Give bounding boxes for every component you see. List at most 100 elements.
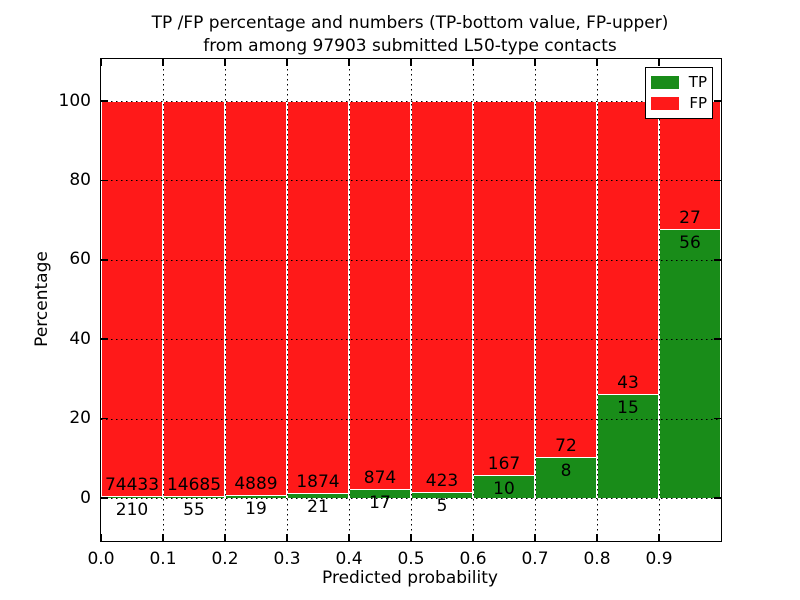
x-tick	[472, 59, 474, 66]
y-tick	[101, 259, 108, 261]
tp-count-label: 8	[560, 461, 572, 482]
bar-fp-segment	[163, 101, 225, 497]
x-gridline	[162, 59, 164, 541]
x-tick	[100, 534, 102, 541]
bar-fp-segment	[287, 101, 349, 494]
x-gridline	[658, 59, 660, 541]
fp-count-label: 874	[363, 468, 397, 489]
y-gridline	[101, 339, 721, 341]
tp-count-label: 55	[183, 499, 205, 520]
x-tick-label: 0.1	[149, 549, 177, 569]
x-tick-label: 0.2	[211, 549, 239, 569]
x-gridline	[596, 59, 598, 541]
legend-item-fp: FP	[651, 93, 707, 114]
fp-count-label: 74433	[104, 474, 160, 495]
x-gridline	[286, 59, 288, 541]
y-tick-label: 20	[69, 408, 91, 429]
y-tick	[714, 497, 721, 499]
plot-area: 74433 210 14685 55 4889 19 1874 21 874 17 423 5 167 1…	[59, 58, 722, 569]
x-tick-label: 0.7	[521, 549, 549, 569]
x-tick-label: 0.6	[459, 549, 487, 569]
chart-title-line2: from among 97903 submitted L50-type cont…	[203, 36, 617, 56]
bar-tp-segment	[535, 458, 597, 498]
x-tick	[348, 59, 350, 66]
fp-count-label: 423	[425, 471, 459, 492]
x-tick	[286, 59, 288, 66]
x-tick	[472, 534, 474, 541]
x-gridline	[534, 59, 536, 541]
bar-fp-segment	[225, 101, 287, 497]
x-axis-label: Predicted probability	[322, 568, 498, 588]
y-tick	[714, 179, 721, 182]
tp-legend-label: TP	[688, 73, 707, 91]
y-tick-label: 100	[58, 90, 91, 111]
x-tick-label: 0.9	[645, 549, 673, 569]
y-tick	[714, 417, 721, 420]
y-tick-label: 80	[69, 169, 91, 190]
x-tick	[596, 534, 598, 541]
y-tick-label: 60	[69, 249, 91, 270]
x-tick	[224, 534, 226, 541]
x-tick	[410, 59, 412, 66]
tp-count-label: 210	[115, 499, 149, 520]
x-tick-label: 0.5	[397, 549, 425, 569]
tp-legend-swatch	[651, 76, 679, 89]
bar-fp-segment	[411, 101, 473, 494]
fp-count-label: 72	[555, 436, 577, 457]
y-tick-label: 40	[69, 328, 91, 349]
tp-count-label: 10	[493, 478, 515, 499]
legend-item-tp: TP	[651, 72, 707, 93]
tp-count-label: 56	[679, 233, 701, 254]
x-tick	[348, 534, 350, 541]
chart-title: TP /FP percentage and numbers (TP-bottom…	[100, 12, 720, 58]
x-tick-label: 0.8	[583, 549, 611, 569]
y-tick	[101, 497, 108, 499]
legend: TP FP	[645, 67, 713, 119]
tp-count-label: 15	[617, 398, 639, 419]
y-tick	[101, 417, 108, 420]
tp-count-label: 19	[245, 499, 267, 520]
fp-count-label: 43	[617, 373, 639, 394]
y-tick	[101, 179, 108, 182]
y-tick	[101, 100, 108, 102]
fp-legend-swatch	[651, 97, 679, 110]
x-tick	[534, 534, 536, 541]
x-tick-label: 0.4	[335, 549, 363, 569]
x-tick-label: 0.3	[273, 549, 301, 569]
y-tick-label: 0	[80, 487, 91, 508]
bar-tp-segment	[659, 230, 721, 498]
y-tick	[714, 259, 721, 261]
chart-title-line1: TP /FP percentage and numbers (TP-bottom…	[151, 13, 669, 33]
x-tick	[596, 59, 598, 66]
fp-legend-label: FP	[689, 94, 707, 112]
x-tick-label: 0.0	[87, 549, 115, 569]
tp-count-label: 21	[307, 496, 329, 517]
bar-fp-segment	[597, 101, 659, 396]
bar-fp-segment	[101, 101, 163, 497]
y-tick	[101, 338, 108, 340]
bar-fp-segment	[473, 101, 535, 476]
y-tick	[714, 100, 721, 102]
fp-count-label: 167	[487, 453, 521, 474]
y-gridline	[101, 418, 721, 420]
x-gridline	[410, 59, 412, 541]
x-gridline	[224, 59, 226, 541]
fp-count-label: 1874	[296, 471, 340, 492]
x-tick	[534, 59, 536, 66]
tp-count-label: 17	[369, 493, 391, 514]
fp-count-label: 4889	[234, 474, 278, 495]
x-tick	[162, 534, 164, 541]
fp-count-label: 14685	[166, 474, 222, 495]
bar-fp-segment	[349, 101, 411, 491]
fp-count-label: 27	[679, 208, 701, 229]
x-tick	[100, 59, 102, 66]
y-gridline	[101, 101, 721, 102]
y-gridline	[101, 498, 721, 499]
x-tick	[658, 59, 660, 66]
x-gridline	[348, 59, 350, 541]
x-tick	[286, 534, 288, 541]
y-gridline	[101, 259, 721, 261]
x-tick	[410, 534, 412, 541]
tp-count-label: 5	[436, 496, 448, 517]
x-tick	[658, 534, 660, 541]
